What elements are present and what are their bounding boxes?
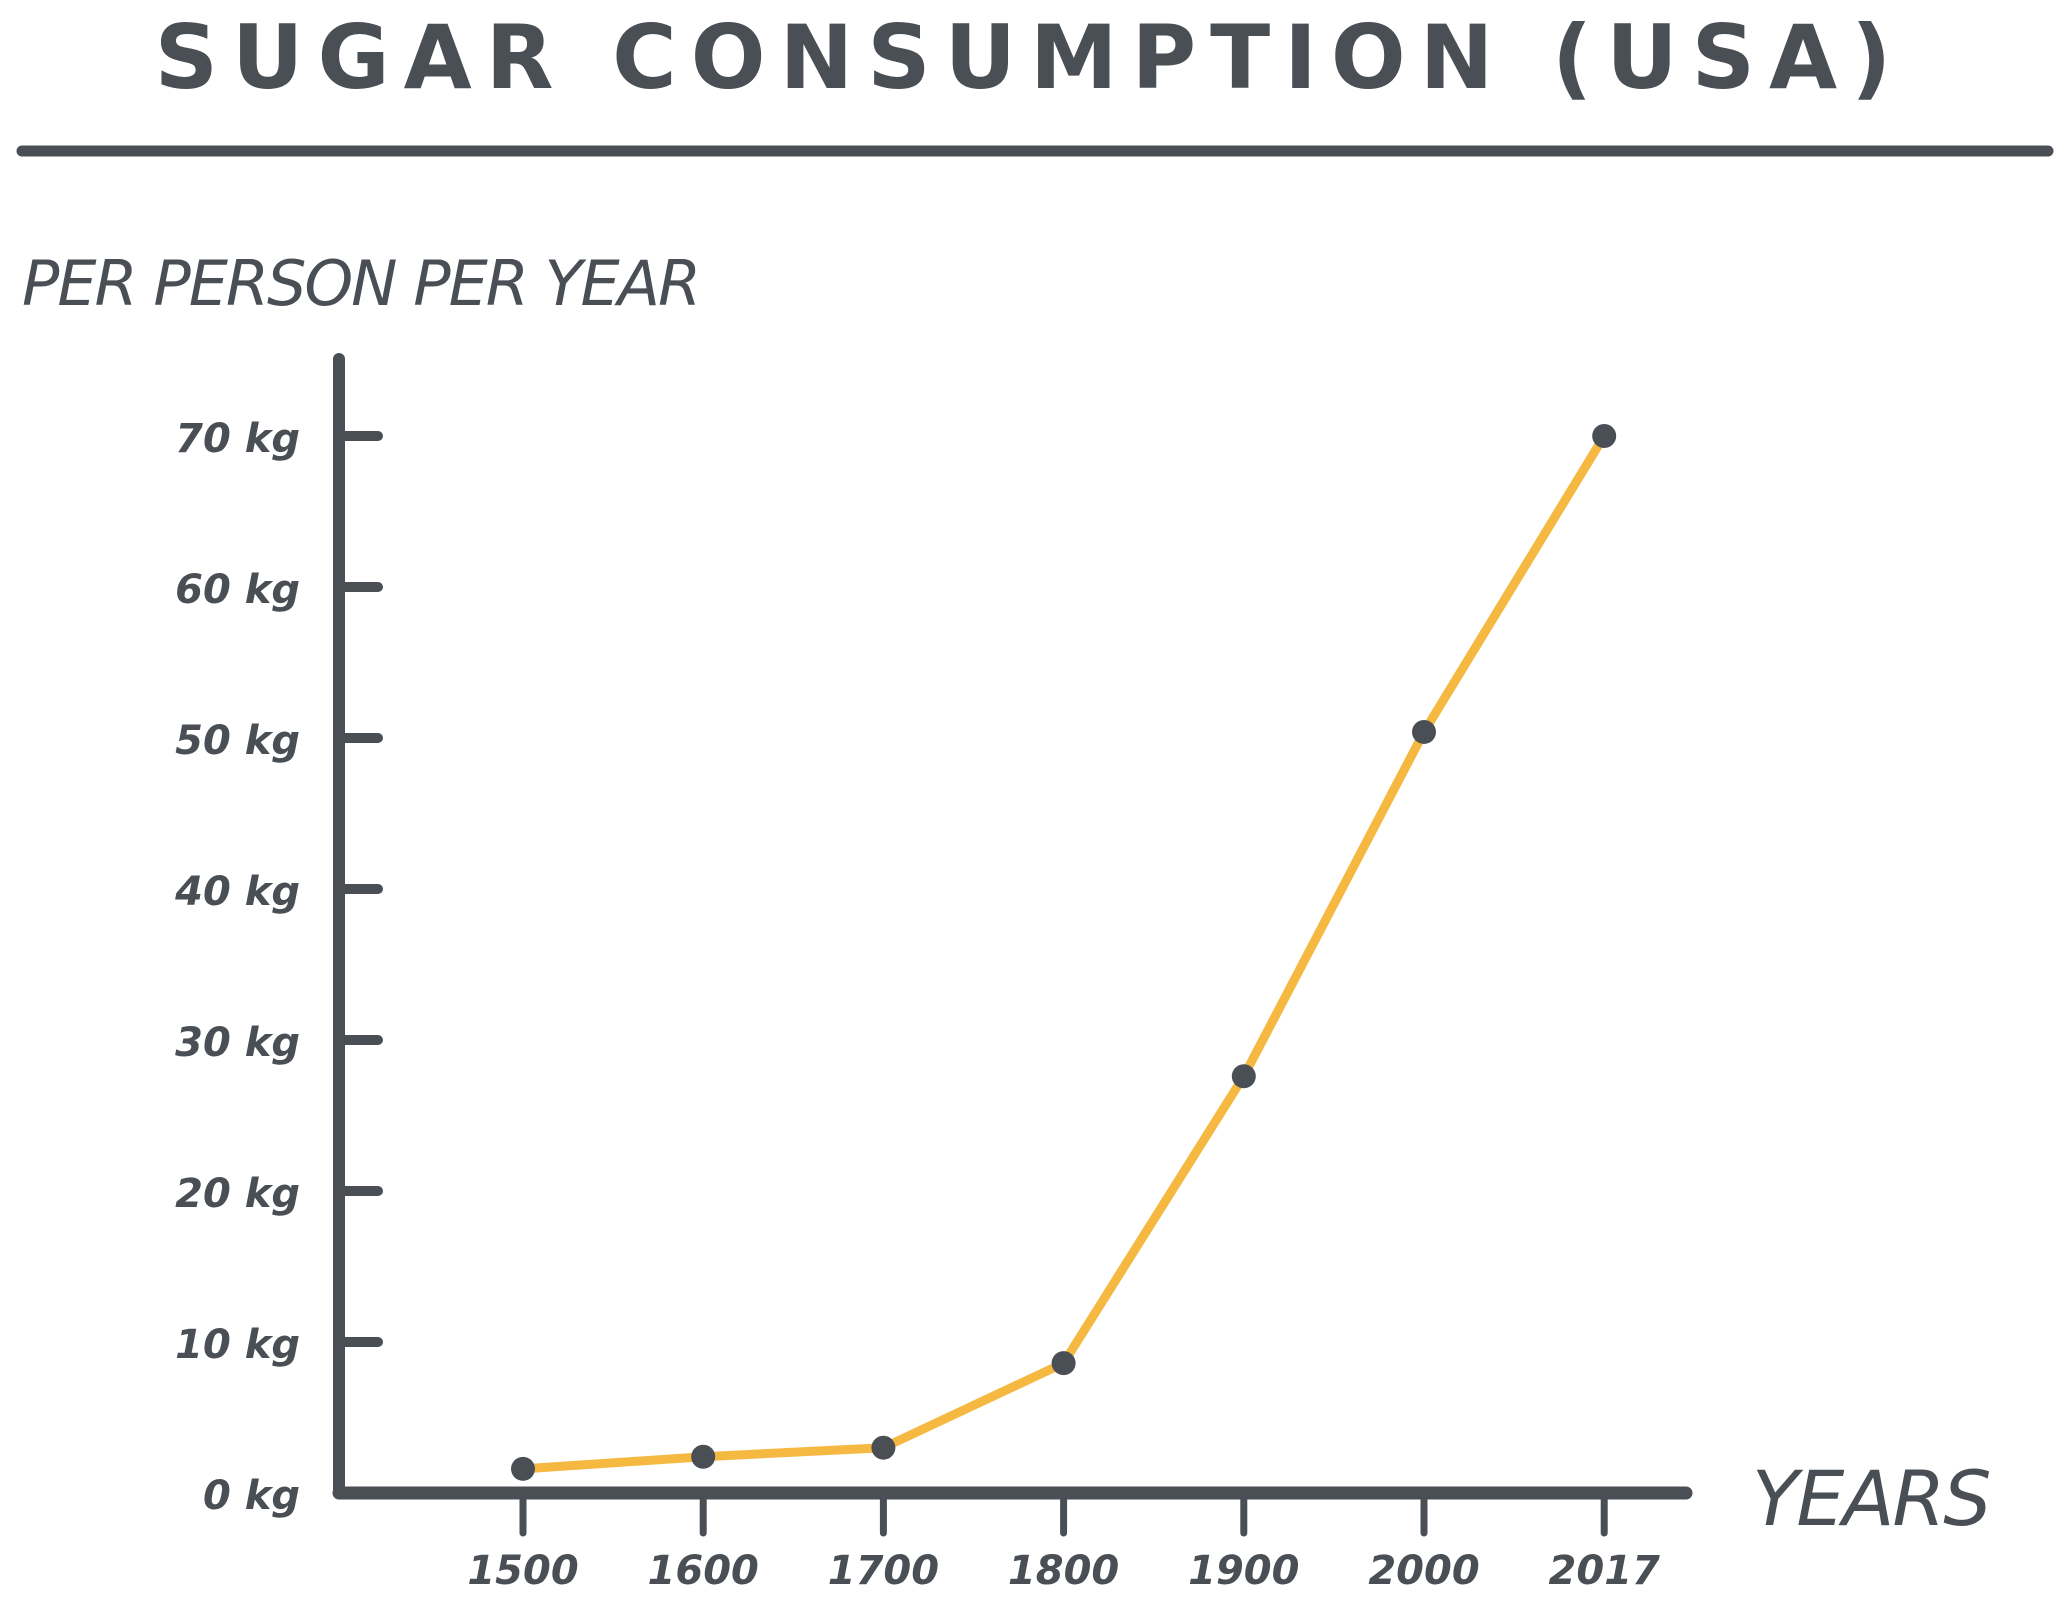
data-point-1500	[511, 1456, 535, 1481]
y-tick-label: 10 kg	[175, 1322, 300, 1368]
data-point-1600	[691, 1444, 716, 1469]
x-tick-label: 1800	[1008, 1548, 1119, 1594]
y-tick-label: 0 kg	[203, 1473, 300, 1519]
y-axis-label: PER PERSON PER YEAR	[22, 247, 699, 320]
y-tick-label: 70 kg	[175, 416, 300, 462]
data-point-2017	[1592, 424, 1617, 448]
data-point-1800	[1051, 1351, 1076, 1376]
x-tick-label: 2000	[1368, 1548, 1479, 1594]
data-point-1900	[1231, 1064, 1256, 1089]
y-tick-label: 60 kg	[175, 567, 300, 613]
y-tick-label: 50 kg	[175, 718, 300, 764]
y-tick-label: 20 kg	[175, 1171, 300, 1217]
data-point-1700	[871, 1435, 896, 1460]
x-tick-label: 1500	[467, 1548, 578, 1594]
chart-title: SUGAR CONSUMPTION (USA)	[155, 6, 1906, 109]
x-tick-label: 1900	[1188, 1548, 1299, 1594]
x-axis-label: YEARS	[1752, 1454, 1989, 1543]
data-point-2000	[1412, 719, 1436, 744]
series-line	[522, 433, 1609, 1474]
y-tick-label: 30 kg	[175, 1020, 300, 1066]
x-tick-label: 1700	[828, 1548, 939, 1594]
x-tick-label: 2017	[1549, 1548, 1660, 1594]
y-tick-label: 40 kg	[174, 869, 300, 915]
x-tick-label: 1600	[648, 1548, 759, 1594]
